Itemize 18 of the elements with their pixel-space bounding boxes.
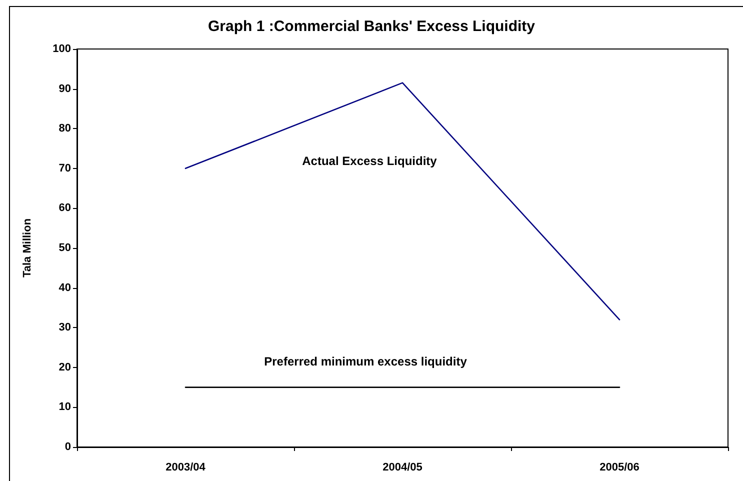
- x-tick-label: 2005/06: [600, 462, 640, 474]
- y-tick-label: 90: [58, 82, 71, 95]
- y-tick-label: 60: [58, 202, 71, 214]
- y-tick-label: 70: [58, 162, 71, 174]
- x-tick-label: 2003/04: [166, 462, 206, 474]
- y-tick-label: 30: [58, 322, 71, 334]
- chart-title: Graph 1 :Commercial Banks' Excess Liquidity: [208, 18, 536, 35]
- x-tick-label: 2004/05: [382, 462, 422, 474]
- y-tick-label: 100: [52, 43, 71, 55]
- y-tick-label: 0: [64, 441, 71, 453]
- y-tick-label: 80: [58, 122, 71, 135]
- y-tick-label: 10: [58, 401, 71, 414]
- y-tick-label: 40: [58, 282, 71, 294]
- series-label: Preferred minimum excess liquidity: [264, 354, 468, 368]
- y-tick-label: 20: [58, 361, 71, 374]
- y-axis-title: Tala Million: [22, 218, 34, 278]
- y-tick-label: 50: [58, 242, 71, 254]
- series-label: Actual Excess Liquidity: [302, 154, 438, 168]
